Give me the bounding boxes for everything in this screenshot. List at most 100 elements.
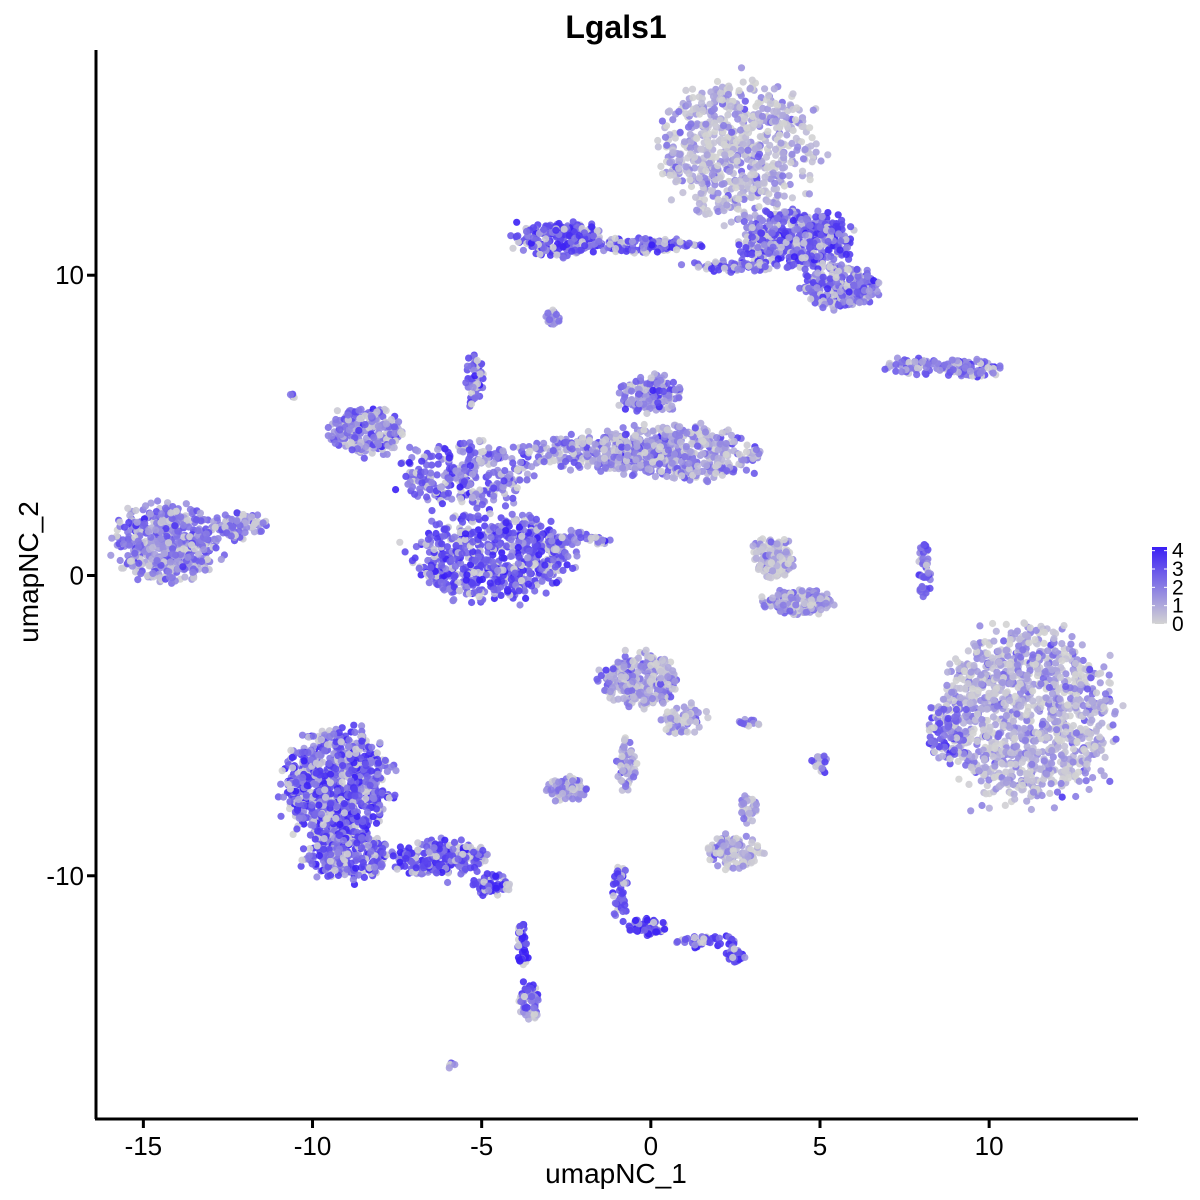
scatter-point [145, 562, 153, 570]
scatter-point [757, 187, 765, 195]
scatter-point [459, 448, 467, 456]
scatter-point [601, 464, 610, 472]
scatter-point [677, 261, 686, 269]
scatter-point [627, 387, 636, 395]
scatter-point [780, 163, 789, 171]
scatter-point [549, 243, 557, 252]
scatter-point [770, 85, 778, 93]
scatter-point [748, 76, 756, 84]
scatter-point [686, 130, 694, 138]
scatter-point [723, 467, 731, 475]
scatter-point [477, 458, 485, 466]
scatter-point [494, 578, 502, 586]
scatter-point [806, 238, 814, 246]
scatter-point [450, 533, 458, 541]
scatter-point [732, 138, 741, 146]
scatter-point [468, 579, 476, 587]
scatter-point [824, 246, 832, 254]
scatter-point [514, 559, 522, 568]
scatter-point [373, 408, 381, 416]
scatter-point [430, 545, 438, 554]
scatter-point [538, 547, 546, 556]
scatter-point [842, 250, 850, 258]
scatter-point [526, 569, 534, 578]
scatter-point [789, 126, 797, 135]
scatter-point [756, 214, 764, 222]
scatter-point [621, 431, 630, 439]
scatter-point [513, 484, 521, 492]
scatter-point [832, 274, 840, 282]
scatter-point [714, 195, 722, 204]
scatter-point [628, 246, 636, 254]
scatter-point [708, 265, 716, 273]
scatter-point [806, 222, 814, 230]
scatter-point [748, 224, 756, 232]
scatter-point [816, 595, 824, 603]
scatter-point [693, 134, 701, 143]
scatter-point [780, 182, 789, 190]
scatter-point [641, 235, 650, 243]
scatter-point [663, 141, 671, 149]
scatter-point [685, 459, 693, 468]
scatter-point [805, 190, 814, 198]
scatter-point [765, 573, 773, 581]
scatter-point [466, 462, 474, 470]
scatter-point [744, 146, 752, 154]
scatter-point [745, 262, 753, 270]
scatter-point [669, 378, 678, 386]
scatter-point [509, 244, 517, 252]
scatter-point [443, 543, 451, 551]
scatter-point [448, 556, 456, 564]
scatter-point [392, 486, 400, 494]
scatter-point [789, 90, 797, 98]
scatter-point [157, 534, 165, 543]
scatter-point [722, 439, 730, 448]
scatter-point [619, 424, 627, 432]
scatter-point [414, 447, 422, 455]
scatter-point [791, 116, 800, 124]
scatter-point [336, 426, 344, 434]
scatter-point [720, 180, 728, 188]
scatter-point [824, 285, 832, 293]
scatter-point [718, 429, 726, 437]
scatter-point [116, 518, 124, 526]
scatter-point [663, 472, 671, 481]
scatter-point [765, 91, 773, 99]
scatter-point [712, 153, 720, 161]
scatter-point [477, 531, 485, 540]
scatter-point [692, 104, 700, 113]
scatter-point [451, 562, 459, 571]
scatter-point [540, 458, 548, 466]
scatter-point [415, 564, 423, 573]
scatter-point [468, 470, 477, 478]
scatter-point [233, 517, 241, 525]
scatter-point [426, 485, 434, 493]
scatter-point [913, 371, 921, 379]
scatter-point [777, 139, 785, 147]
scatter-point [684, 123, 693, 131]
scatter-point [740, 218, 748, 226]
scatter-point [529, 234, 538, 242]
scatter-point [743, 124, 751, 132]
scatter-point [669, 116, 677, 124]
scatter-point [458, 550, 466, 558]
scatter-point [501, 502, 510, 510]
scatter-point [623, 443, 631, 451]
scatter-point [181, 573, 189, 581]
scatter-point [374, 422, 382, 430]
scatter-point [911, 358, 919, 366]
scatter-point [333, 407, 341, 415]
scatter-point [621, 405, 630, 413]
scatter-point [713, 77, 722, 86]
scatter-point [720, 140, 728, 149]
scatter-point [606, 240, 614, 248]
scatter-point [455, 587, 463, 595]
scatter-point [771, 145, 780, 153]
scatter-point [855, 299, 864, 307]
scatter-point [734, 115, 742, 123]
scatter-point [736, 103, 744, 111]
scatter-point [844, 266, 853, 274]
scatter-point [749, 112, 757, 121]
scatter-point [707, 187, 715, 195]
scatter-point [546, 570, 554, 578]
